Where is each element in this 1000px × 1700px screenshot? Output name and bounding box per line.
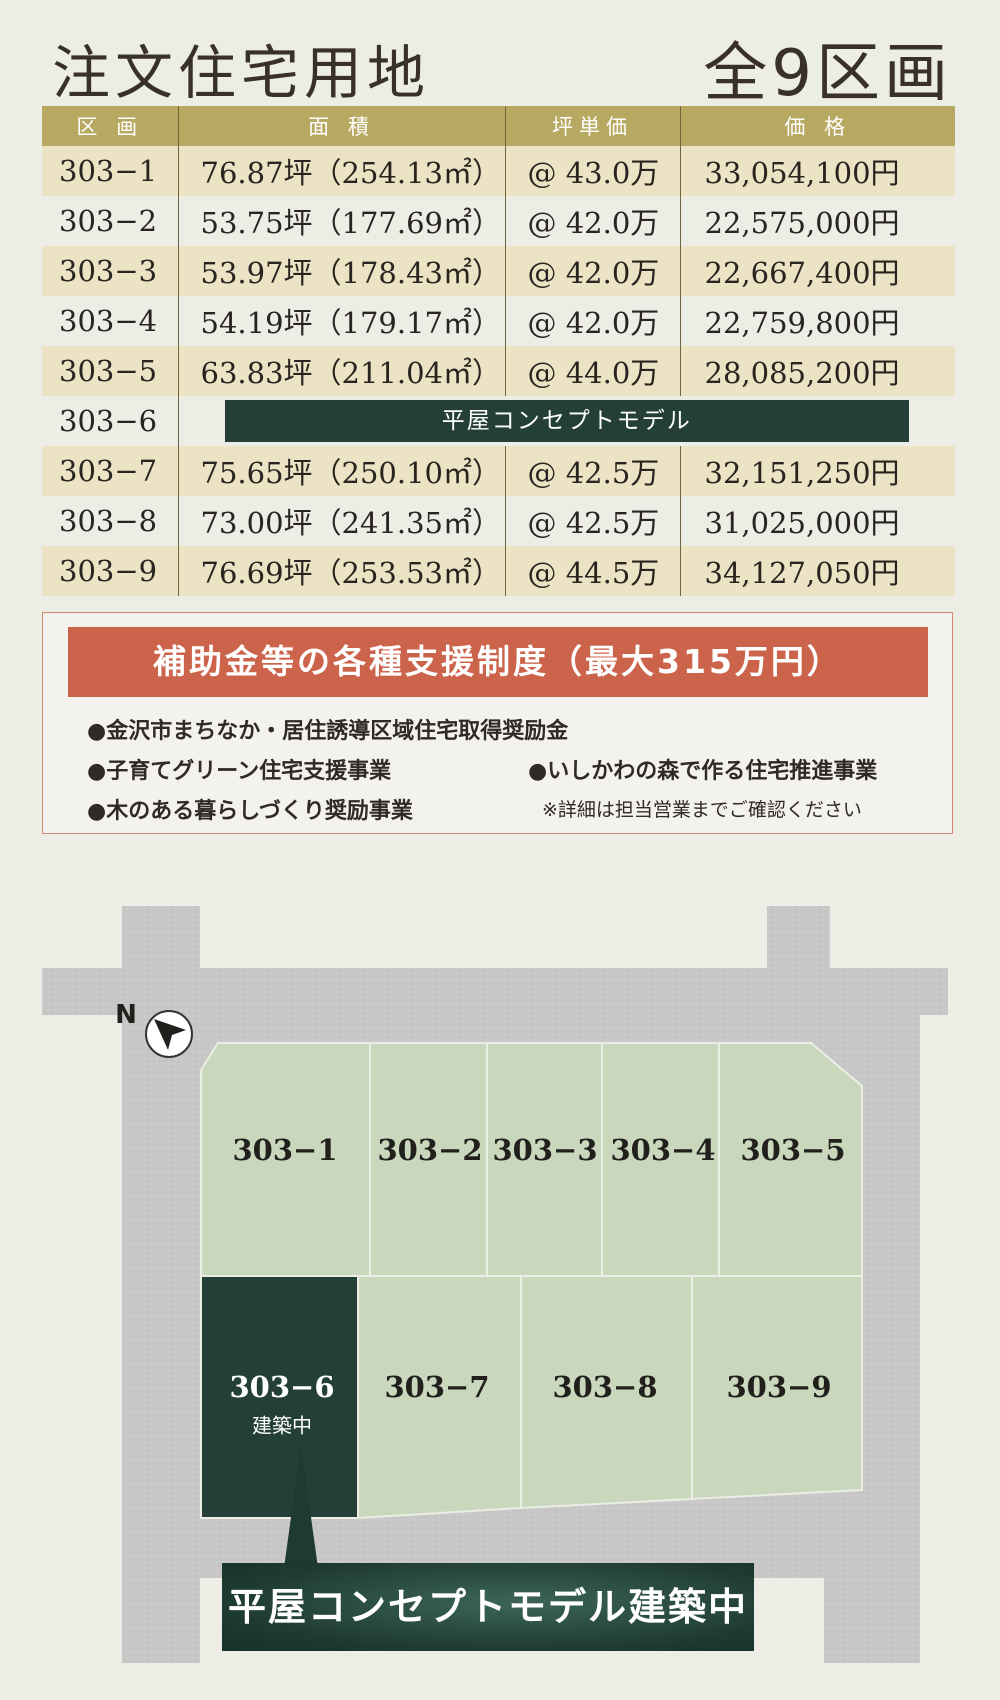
banner-pointer bbox=[284, 1445, 318, 1568]
col-lot: 区 画 bbox=[42, 106, 178, 146]
lot-unit-price: @ 42.0万 bbox=[504, 246, 680, 296]
table-row: 303−1 76.87坪（254.13㎡） @ 43.0万 33,054,100… bbox=[42, 146, 955, 196]
map-lot-label: 303−3 bbox=[492, 1133, 598, 1167]
lot-price: 34,127,050円 bbox=[679, 546, 955, 596]
model-banner: 平屋コンセプトモデル建築中 bbox=[222, 1563, 754, 1651]
table-row: 303−6 平屋コンセプトモデル bbox=[42, 396, 955, 446]
subsidy-item: ●いしかわの森で作る住宅推進事業 bbox=[528, 759, 878, 784]
lot-unit-price: @ 42.5万 bbox=[504, 496, 680, 546]
lot-number: 303−9 bbox=[42, 546, 178, 596]
model-label: 平屋コンセプトモデル bbox=[224, 400, 909, 442]
lot-303-9 bbox=[691, 1275, 863, 1501]
subsidy-note: ※詳細は担当営業までご確認ください bbox=[542, 799, 862, 821]
lot-price: 22,575,000円 bbox=[679, 196, 955, 246]
lot-unit-price: @ 42.5万 bbox=[504, 446, 680, 496]
table-row: 303−9 76.69坪（253.53㎡） @ 44.5万 34,127,050… bbox=[42, 546, 955, 596]
lot-price: 31,025,000円 bbox=[679, 496, 955, 546]
lot-count: 全9区画 bbox=[703, 37, 952, 111]
map-lot-label: 303−6 bbox=[229, 1370, 335, 1404]
lot-area: 53.75坪（177.69㎡） bbox=[177, 196, 505, 246]
lot-number: 303−7 bbox=[42, 446, 178, 496]
lot-number: 303−1 bbox=[42, 146, 178, 196]
table-row: 303−7 75.65坪（250.10㎡） @ 42.5万 32,151,250… bbox=[42, 446, 955, 496]
table-row: 303−5 63.83坪（211.04㎡） @ 44.0万 28,085,200… bbox=[42, 346, 955, 396]
map-lot-label: 303−5 bbox=[740, 1133, 846, 1167]
lot-area: 73.00坪（241.35㎡） bbox=[177, 496, 505, 546]
north-arrow-icon bbox=[145, 1010, 193, 1058]
lot-area: 63.83坪（211.04㎡） bbox=[177, 346, 505, 396]
model-cell: 平屋コンセプトモデル bbox=[177, 396, 955, 446]
map-lot-label: 303−4 bbox=[610, 1133, 716, 1167]
lot-number: 303−5 bbox=[42, 346, 178, 396]
map-lot-label: 303−7 bbox=[384, 1370, 490, 1404]
site-map: N bbox=[42, 906, 948, 1663]
table-row: 303−3 53.97坪（178.43㎡） @ 42.0万 22,667,400… bbox=[42, 246, 955, 296]
lot-area: 54.19坪（179.17㎡） bbox=[177, 296, 505, 346]
subsidy-title: 補助金等の各種支援制度（最大315万円） bbox=[68, 627, 928, 697]
lot-status: 建築中 bbox=[252, 1413, 312, 1438]
lot-area: 76.87坪（254.13㎡） bbox=[177, 146, 505, 196]
lot-unit-price: @ 43.0万 bbox=[504, 146, 680, 196]
lot-area: 76.69坪（253.53㎡） bbox=[177, 546, 505, 596]
lot-unit-price: @ 44.0万 bbox=[504, 346, 680, 396]
lot-unit-price: @ 42.0万 bbox=[504, 196, 680, 246]
table-header: 区 画 面 積 坪単価 価 格 bbox=[42, 106, 955, 146]
subsidy-item: ●木のある暮らしづくり奨励事業 bbox=[87, 799, 413, 824]
lot-number: 303−4 bbox=[42, 296, 178, 346]
lot-price: 33,054,100円 bbox=[679, 146, 955, 196]
lot-number: 303−3 bbox=[42, 246, 178, 296]
col-unit-price: 坪単価 bbox=[504, 106, 680, 146]
lot-area: 53.97坪（178.43㎡） bbox=[177, 246, 505, 296]
map-lot-label: 303−2 bbox=[377, 1133, 483, 1167]
subsidy-box: 補助金等の各種支援制度（最大315万円） ●金沢市まちなか・居住誘導区域住宅取得… bbox=[42, 612, 953, 834]
map-lot-label: 303−8 bbox=[552, 1370, 658, 1404]
lot-price: 28,085,200円 bbox=[679, 346, 955, 396]
page-title: 注文住宅用地 bbox=[52, 39, 431, 107]
lot-price: 32,151,250円 bbox=[679, 446, 955, 496]
map-lot-label: 303−1 bbox=[232, 1133, 338, 1167]
north-label: N bbox=[115, 1000, 137, 1030]
table-row: 303−2 53.75坪（177.69㎡） @ 42.0万 22,575,000… bbox=[42, 196, 955, 246]
road bbox=[42, 968, 200, 1015]
map-lot-label: 303−9 bbox=[726, 1370, 832, 1404]
lot-unit-price: @ 42.0万 bbox=[504, 296, 680, 346]
lot-price: 22,667,400円 bbox=[679, 246, 955, 296]
price-table: 区 画 面 積 坪単価 価 格 303−1 76.87坪（254.13㎡） @ … bbox=[42, 106, 955, 596]
col-price: 価 格 bbox=[679, 106, 955, 146]
lot-303-5 bbox=[718, 1042, 863, 1277]
lot-area: 75.65坪（250.10㎡） bbox=[177, 446, 505, 496]
lot-number: 303−2 bbox=[42, 196, 178, 246]
table-row: 303−8 73.00坪（241.35㎡） @ 42.5万 31,025,000… bbox=[42, 496, 955, 546]
subsidy-item: ●金沢市まちなか・居住誘導区域住宅取得奨励金 bbox=[87, 719, 569, 744]
lot-number: 303−8 bbox=[42, 496, 178, 546]
lot-price: 22,759,800円 bbox=[679, 296, 955, 346]
subsidy-item: ●子育てグリーン住宅支援事業 bbox=[87, 759, 392, 784]
lot-number: 303−6 bbox=[42, 396, 178, 446]
table-row: 303−4 54.19坪（179.17㎡） @ 42.0万 22,759,800… bbox=[42, 296, 955, 346]
lot-unit-price: @ 44.5万 bbox=[504, 546, 680, 596]
col-area: 面 積 bbox=[177, 106, 505, 146]
